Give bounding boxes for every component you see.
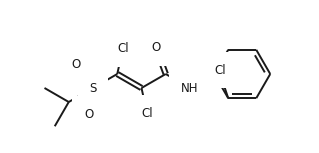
Text: Cl: Cl <box>214 63 226 76</box>
Text: O: O <box>71 58 81 71</box>
Text: Cl: Cl <box>117 42 129 55</box>
Text: NH: NH <box>181 82 199 95</box>
Text: O: O <box>84 108 93 121</box>
Text: S: S <box>89 82 97 95</box>
Text: O: O <box>151 41 160 54</box>
Text: Cl: Cl <box>141 107 153 120</box>
